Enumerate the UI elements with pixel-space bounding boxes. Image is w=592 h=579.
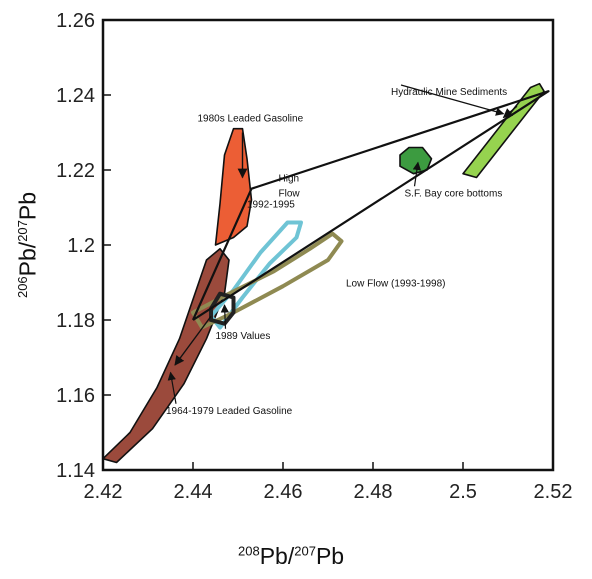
y-tick-label-1: 1.16: [56, 385, 95, 407]
trend-arrows-layer: [174, 105, 518, 366]
annotation-1980s-leaded-gasoline: 1980s Leaded Gasoline: [198, 113, 304, 124]
annotation-hydraulic-mine-sediments: Hydraulic Mine Sediments: [391, 87, 507, 98]
y-tick-label-3: 1.2: [67, 235, 95, 257]
annotation-pointer-5: [412, 161, 422, 187]
y-tick-label-5: 1.24: [56, 85, 95, 107]
annotation-s-f-bay-core-bottoms: S.F. Bay core bottoms: [405, 188, 503, 199]
trend-arrow-1: [174, 315, 212, 366]
mixing-line-0: [191, 90, 550, 321]
annotation-1992-1995: 1992-1995: [247, 200, 295, 211]
y-tick-label-6: 1.26: [56, 10, 95, 32]
y-axis-label: 206Pb/207Pb: [14, 191, 41, 299]
annotation-1989-values: 1989 Values: [216, 331, 271, 342]
annotation-low-flow-1993-1998: Low Flow (1993-1998): [346, 278, 446, 289]
y-tick-label-0: 1.14: [56, 460, 95, 482]
annotation-1964-1979-leaded-gasoline: 1964-1979 Leaded Gasoline: [166, 406, 293, 417]
x-tick-label-5: 2.52: [534, 481, 573, 503]
x-tick-label-1: 2.44: [174, 481, 213, 503]
region-s-f-bay-core-bottoms: [399, 146, 433, 175]
y-tick-label-2: 1.18: [56, 310, 95, 332]
annotation-pointer-8: [167, 371, 177, 404]
trend-arrow-2: [502, 105, 518, 119]
mixing-lines-layer: [191, 90, 550, 321]
x-axis-label: 208Pb/207Pb: [238, 543, 345, 569]
x-tick-label-3: 2.48: [354, 481, 393, 503]
x-tick-label-2: 2.46: [264, 481, 303, 503]
region-1989-values: [209, 291, 236, 326]
annotation-pointer-7: [220, 304, 230, 329]
x-tick-label-4: 2.5: [449, 481, 477, 503]
annotation-pointer-4: [400, 84, 505, 116]
annotation-high: High: [279, 173, 300, 184]
annotation-flow: Flow: [279, 188, 301, 199]
region-1964-1979-leaded-gasoline: [102, 247, 230, 464]
x-tick-label-0: 2.42: [84, 481, 123, 503]
y-tick-label-4: 1.22: [56, 160, 95, 182]
axis-ticks-layer: 2.42 2.44 2.46 2.48 2.5 2.52 1.14 1.16 1.18 1.2 1.…: [56, 10, 572, 503]
